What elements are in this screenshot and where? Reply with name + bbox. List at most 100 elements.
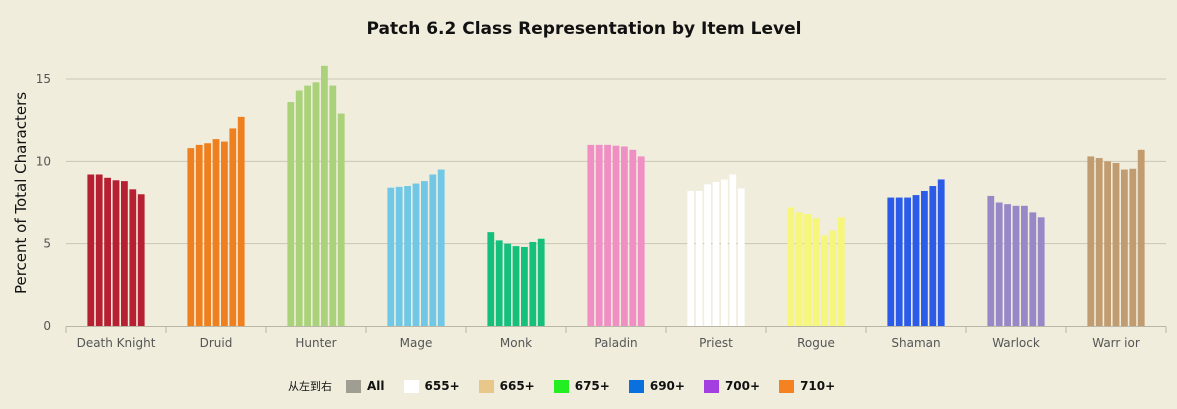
bar [429, 174, 437, 326]
bar [187, 148, 195, 326]
bar [721, 179, 728, 326]
bar [504, 243, 511, 326]
bar [321, 65, 328, 327]
bar [487, 232, 495, 326]
bar [129, 189, 137, 326]
legend-label: 675+ [574, 379, 610, 393]
legend-item-690[interactable]: 690+ [628, 379, 685, 393]
bar [1129, 168, 1137, 326]
legend-item-675[interactable]: 675+ [553, 379, 610, 393]
bar [829, 230, 837, 326]
bar [529, 242, 537, 326]
bar [987, 195, 995, 326]
bar [621, 146, 628, 326]
y-tick-label: 10 [36, 154, 51, 168]
bar [195, 144, 203, 326]
legend-swatch [478, 379, 494, 393]
bar [521, 246, 528, 326]
legend-swatch [628, 379, 644, 393]
legend-item-700[interactable]: 700+ [703, 379, 761, 393]
bar [1112, 162, 1120, 326]
bar [821, 235, 828, 326]
bar [412, 183, 420, 326]
x-tick-label: Monk [500, 336, 532, 350]
x-tick-label: Druid [200, 336, 233, 350]
bar [604, 144, 611, 326]
bar [437, 169, 445, 326]
legend-swatch [779, 379, 795, 393]
legend-item-all[interactable]: All [346, 379, 385, 393]
legend-prefix: 从左到右 [288, 380, 332, 393]
legend-swatch [553, 379, 569, 393]
bar [221, 141, 228, 326]
chart-title: Patch 6.2 Class Representation by Item L… [367, 19, 802, 39]
bar [912, 195, 920, 326]
bar [337, 113, 345, 326]
bar [104, 177, 111, 326]
bar [1087, 156, 1095, 326]
bar [595, 144, 603, 326]
bar [1029, 212, 1037, 326]
bar [612, 145, 620, 326]
bar [687, 190, 695, 326]
bar [512, 246, 520, 326]
bar [537, 238, 545, 326]
bar [421, 181, 428, 326]
bar [695, 190, 703, 326]
bar [237, 116, 245, 326]
legend-item-655[interactable]: 655+ [403, 379, 460, 393]
y-axis-ticks: 0 5 10 15 [36, 72, 51, 333]
bar [495, 240, 503, 326]
bar [95, 174, 103, 326]
bar [795, 212, 803, 326]
bar [704, 184, 711, 326]
bar [995, 202, 1003, 326]
bar [1037, 217, 1045, 326]
legend-label: 710+ [800, 379, 836, 393]
bar [787, 207, 795, 326]
bars [87, 65, 1145, 327]
legend-label: 700+ [724, 379, 761, 393]
x-tick-label: Death Knight [77, 336, 156, 350]
bar [1021, 205, 1028, 326]
bar [887, 197, 895, 326]
legend-item-710[interactable]: 710+ [779, 379, 835, 393]
x-tick-label: Mage [400, 336, 433, 350]
bar [1137, 149, 1145, 326]
bar [229, 128, 237, 326]
x-tick-label: Priest [699, 336, 733, 350]
bar [629, 149, 637, 326]
bar [729, 174, 737, 326]
bar [304, 85, 311, 326]
x-tick-label: Hunter [295, 336, 336, 350]
legend-item-665[interactable]: 665+ [478, 379, 535, 393]
x-tick-label: Paladin [594, 336, 637, 350]
bar [895, 197, 903, 326]
bar [1004, 204, 1011, 326]
y-tick-label: 0 [43, 319, 51, 333]
bar [1121, 169, 1128, 326]
bar [404, 186, 411, 326]
legend-swatch [703, 379, 719, 393]
y-tick-label: 15 [36, 72, 51, 86]
bar [937, 179, 945, 326]
bar [812, 218, 820, 326]
bar [637, 156, 645, 326]
x-tick-label: Rogue [797, 336, 835, 350]
bar [395, 186, 403, 326]
legend-label: 690+ [649, 379, 685, 393]
bar [929, 186, 937, 326]
bar [204, 143, 211, 326]
bar [804, 214, 811, 326]
x-axis [65, 326, 1167, 333]
bar [112, 180, 120, 326]
bar [587, 144, 595, 326]
legend-label: All [367, 379, 385, 393]
bar [837, 217, 845, 326]
bar [212, 139, 220, 326]
legend-label: 655+ [424, 379, 460, 393]
bar [87, 174, 95, 326]
bar [1012, 205, 1020, 326]
bar [329, 85, 337, 326]
